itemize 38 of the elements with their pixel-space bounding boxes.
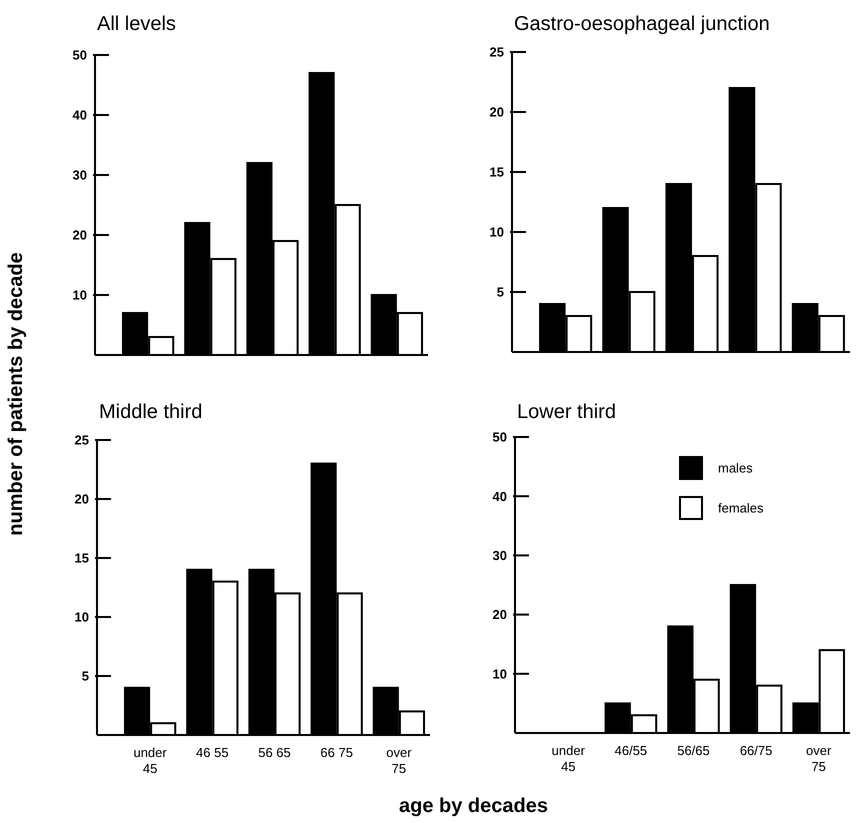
x-tick-label: 66/75 — [740, 743, 772, 758]
chart-title: Middle third — [99, 401, 202, 423]
y-tick-label: 25 — [74, 432, 89, 448]
x-tick-label: 56 65 — [258, 745, 291, 760]
y-tick-label: 5 — [82, 668, 89, 684]
x-tick-label: 66 75 — [320, 745, 353, 760]
y-tick-label: 25 — [490, 44, 504, 60]
legend-label: males — [718, 460, 754, 476]
y-tick-label: 10 — [72, 288, 87, 303]
x-tick-label: 46/55 — [614, 743, 648, 758]
x-tick-label: over 75 — [806, 743, 832, 774]
y-tick-label: 20 — [74, 492, 89, 507]
legend-label: females — [718, 500, 764, 516]
chart-title: Gastro-oesophageal junction — [514, 13, 770, 35]
y-tick-label: 50 — [492, 430, 507, 445]
y-tick-label: 20 — [72, 228, 87, 243]
y-tick-label: 10 — [74, 610, 89, 625]
x-tick-label: under 45 — [552, 743, 586, 774]
x-axis-title: age by decades — [399, 795, 548, 817]
y-tick-label: 30 — [492, 548, 507, 563]
y-tick-label: 50 — [72, 48, 87, 63]
y-tick-label: 10 — [492, 666, 507, 682]
y-tick-label: 20 — [492, 607, 507, 622]
x-tick-label: under 45 — [133, 745, 168, 776]
y-tick-label: 20 — [490, 104, 504, 120]
y-tick-label: 10 — [490, 224, 504, 240]
y-tick-label: 40 — [492, 488, 507, 504]
x-tick-label: over 75 — [386, 745, 412, 776]
y-tick-label: 15 — [490, 164, 504, 180]
x-tick-label: 56/65 — [677, 743, 710, 758]
y-axis-title: number of patients by decade — [5, 252, 27, 536]
y-tick-label: 40 — [72, 108, 87, 123]
chart-title: Lower third — [517, 401, 616, 423]
y-tick-label: 30 — [72, 168, 87, 183]
y-tick-label: 15 — [74, 550, 89, 566]
x-tick-label: 46 55 — [196, 745, 229, 760]
y-tick-label: 5 — [496, 284, 504, 300]
chart-title: All levels — [97, 13, 176, 35]
